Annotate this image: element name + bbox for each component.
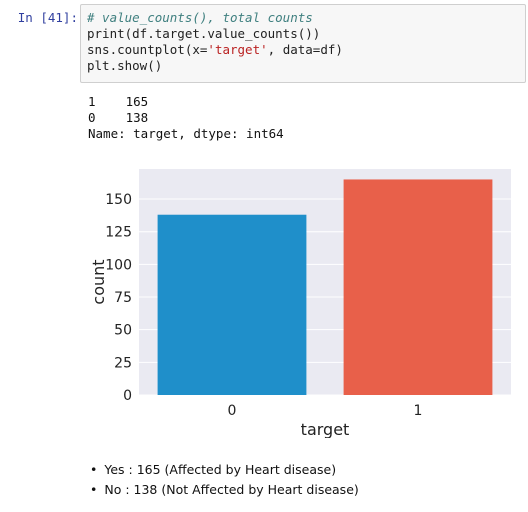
y-tick-label: 50	[114, 323, 132, 339]
cell-prompt: In [41]:	[17, 10, 78, 25]
notes-list: Yes : 165 (Affected by Heart disease) No…	[88, 462, 359, 502]
y-tick-label: 100	[105, 257, 132, 273]
list-item: No : 138 (Not Affected by Heart disease)	[88, 482, 358, 497]
y-axis-label: count	[89, 259, 108, 304]
countplot-chart: 0 25 50 75 100 125 150 0 1 target count	[89, 169, 511, 438]
y-tick-label: 125	[105, 225, 132, 241]
bar	[157, 214, 307, 395]
y-tick-label: 150	[105, 192, 132, 208]
bar	[343, 179, 493, 395]
x-tick-label: 0	[228, 403, 237, 419]
code-line: sns.countplot(x='target', data=df)	[87, 42, 343, 57]
output-line: 0 138	[88, 110, 149, 125]
code-line: plt.show()	[87, 58, 163, 73]
x-axis-label: target	[301, 420, 350, 438]
y-tick-label: 75	[114, 290, 132, 306]
cell-output: 1 165 0 138 Name: target, dtype: int64	[88, 94, 284, 142]
y-tick-label: 25	[114, 355, 132, 371]
code-line: # value_counts(), total counts	[87, 10, 313, 25]
output-line: 1 165	[88, 94, 149, 109]
y-tick-label: 0	[123, 388, 132, 404]
x-tick-label: 1	[414, 403, 423, 419]
code-line: print(df.target.value_counts())	[87, 26, 321, 41]
list-item: Yes : 165 (Affected by Heart disease)	[88, 462, 359, 477]
output-line: Name: target, dtype: int64	[88, 126, 284, 141]
code-cell-input[interactable]: # value_counts(), total counts print(df.…	[80, 4, 526, 83]
